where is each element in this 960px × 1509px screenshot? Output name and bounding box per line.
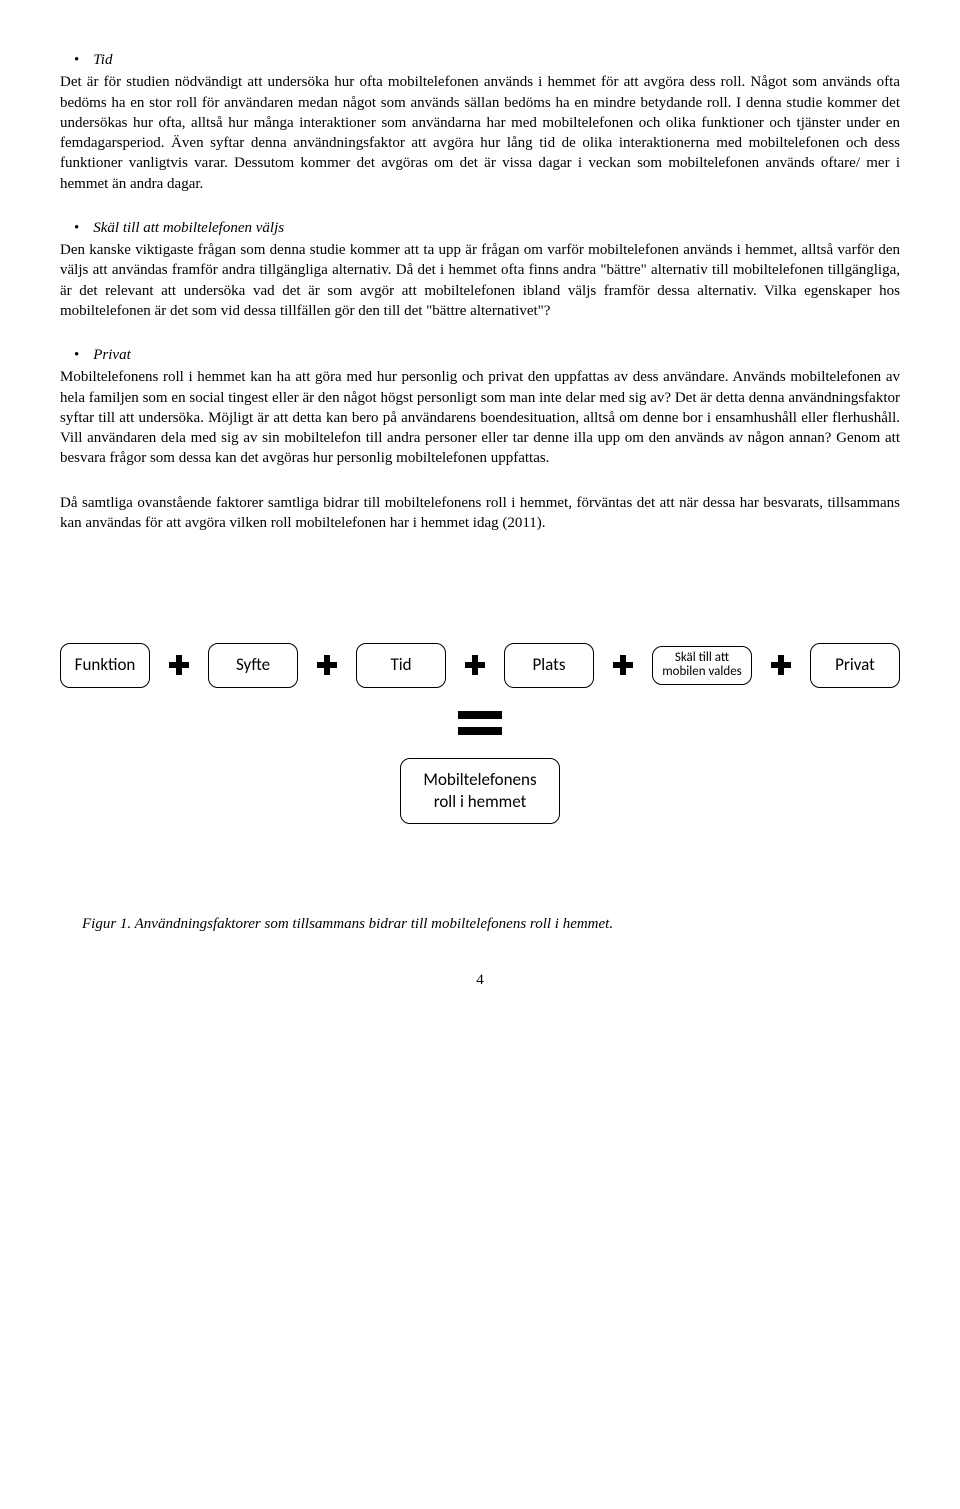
result-row: Mobiltelefonens roll i hemmet — [60, 758, 900, 824]
factor-label-line2: mobilen valdes — [662, 664, 742, 679]
page-number: 4 — [60, 970, 900, 990]
section-heading: • Tid — [74, 50, 900, 70]
result-line1: Mobiltelefonens — [423, 769, 536, 790]
factor-label-line1: Skäl till att — [675, 650, 729, 665]
plus-icon — [465, 655, 485, 675]
section-body: Det är för studien nödvändigt att unders… — [60, 72, 900, 194]
factor-label: Plats — [532, 654, 565, 677]
result-line2: roll i hemmet — [434, 791, 527, 812]
result-box: Mobiltelefonens roll i hemmet — [400, 758, 559, 824]
factor-box-plats: Plats — [504, 643, 594, 688]
bullet-icon: • — [74, 50, 79, 70]
plus-icon — [169, 655, 189, 675]
section-body: Den kanske viktigaste frågan som denna s… — [60, 240, 900, 321]
section-skal: • Skäl till att mobiltelefonen väljs Den… — [60, 218, 900, 321]
bullet-icon: • — [74, 345, 79, 365]
factor-box-privat: Privat — [810, 643, 900, 688]
heading-text: Skäl till att mobiltelefonen väljs — [93, 218, 284, 238]
factors-diagram: Funktion Syfte Tid Plats — [60, 643, 900, 824]
factor-label: Syfte — [236, 654, 270, 677]
heading-text: Tid — [93, 50, 112, 70]
section-privat: • Privat Mobiltelefonens roll i hemmet k… — [60, 345, 900, 469]
equals-icon — [458, 708, 502, 738]
factors-row: Funktion Syfte Tid Plats — [60, 643, 900, 688]
plus-icon — [771, 655, 791, 675]
factor-label: Privat — [835, 654, 875, 677]
factor-label: Tid — [390, 654, 411, 677]
equals-row — [60, 708, 900, 738]
figure-caption: Figur 1. Användningsfaktorer som tillsam… — [82, 914, 900, 934]
section-tid: • Tid Det är för studien nödvändigt att … — [60, 50, 900, 194]
factor-box-funktion: Funktion — [60, 643, 150, 688]
factor-box-tid: Tid — [356, 643, 446, 688]
plus-icon — [613, 655, 633, 675]
factor-label: Funktion — [75, 654, 136, 677]
summary-paragraph: Då samtliga ovanstående faktorer samtlig… — [60, 493, 900, 534]
factor-box-syfte: Syfte — [208, 643, 298, 688]
bullet-icon: • — [74, 218, 79, 238]
plus-icon — [317, 655, 337, 675]
factor-box-skal: Skäl till att mobilen valdes — [652, 646, 752, 685]
section-body: Mobiltelefonens roll i hemmet kan ha att… — [60, 367, 900, 468]
section-heading: • Privat — [74, 345, 900, 365]
section-heading: • Skäl till att mobiltelefonen väljs — [74, 218, 900, 238]
heading-text: Privat — [93, 345, 131, 365]
